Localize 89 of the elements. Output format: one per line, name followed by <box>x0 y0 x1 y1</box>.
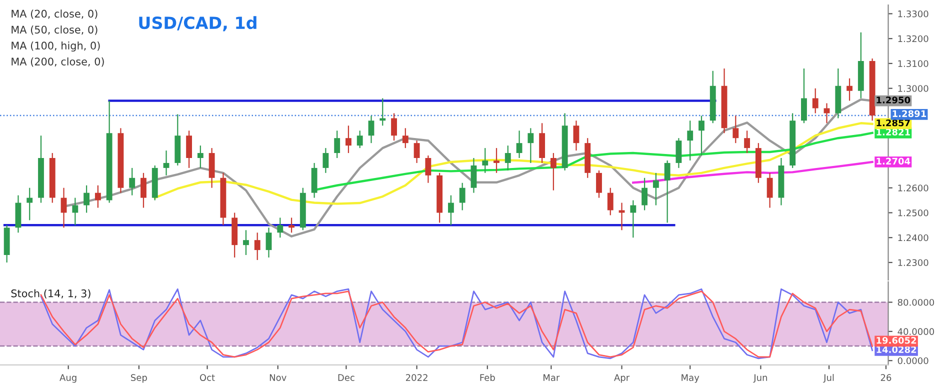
annotation: MA (20, close, 0) <box>12 10 98 19</box>
candlestick <box>732 115 739 144</box>
x-tick-label: May <box>682 374 700 383</box>
data-label: 14.0282 <box>876 346 916 353</box>
candlestick <box>277 217 284 238</box>
x-tick-label: Nov <box>270 374 286 381</box>
candlestick <box>812 88 818 114</box>
candlestick <box>676 138 682 169</box>
data-label: 1.2704 <box>876 158 910 165</box>
candlestick <box>60 187 67 228</box>
candlestick <box>391 112 397 142</box>
candlestick <box>596 170 602 198</box>
candlestick <box>84 184 90 214</box>
y-tick-label: 1.2500 <box>898 209 928 216</box>
candlestick <box>322 147 329 174</box>
candlestick <box>94 184 101 208</box>
data-label: 1.2950 <box>876 96 910 104</box>
x-tick-label: 26 <box>880 374 892 381</box>
candlestick <box>618 202 625 231</box>
y-tick-label: 1.3000 <box>898 85 928 92</box>
annotation: MA (100, high, 0) <box>12 41 100 52</box>
annotation: MA (200, close, 0) <box>12 57 104 67</box>
candlestick <box>402 128 408 149</box>
candlestick <box>482 147 488 174</box>
candlestick <box>824 102 830 124</box>
candlestick <box>607 187 614 216</box>
candlestick <box>459 182 466 211</box>
y-tick-label: 1.2600 <box>898 184 928 192</box>
x-tick-label: Aug <box>60 374 76 383</box>
x-tick-label: Apr <box>614 374 630 383</box>
candlestick <box>698 115 704 156</box>
x-tick-label: Jun <box>753 374 767 383</box>
ref-line-label: 1.2891 <box>892 110 926 118</box>
candlestick <box>550 152 556 191</box>
candlestick <box>356 130 363 149</box>
candlestick <box>573 120 580 152</box>
candlestick <box>414 140 420 164</box>
candlestick <box>26 187 33 221</box>
annotation: MA (50, close, 0) <box>12 26 98 35</box>
candlestick <box>368 115 374 144</box>
x-tick-label: Feb <box>480 374 495 381</box>
y-tick-label: 80.0000 <box>898 298 934 306</box>
y-tick-label: 0.0000 <box>898 357 928 364</box>
y-tick-label: 1.3300 <box>898 10 928 18</box>
candlestick <box>266 227 272 258</box>
x-tick-label: Dec <box>338 374 354 381</box>
candlestick <box>334 130 340 159</box>
candlestick <box>687 120 694 162</box>
candlestick <box>766 172 773 208</box>
candlestick <box>528 128 534 164</box>
y-tick-label: 1.2400 <box>898 234 928 242</box>
candlestick <box>129 167 136 196</box>
x-tick-label: Mar <box>544 374 560 381</box>
x-tick-label: Sep <box>131 374 147 383</box>
candlestick <box>72 197 78 226</box>
candlestick <box>630 200 636 238</box>
candlestick <box>846 78 852 102</box>
data-label: 1.2857 <box>876 119 910 126</box>
text: USD/CAD, 1d <box>139 16 256 32</box>
y-tick-label: 40.0000 <box>898 328 934 335</box>
y-tick-label: 1.2300 <box>898 259 928 266</box>
candlestick <box>163 150 170 176</box>
candlestick <box>197 145 204 169</box>
candlestick <box>346 125 352 154</box>
x-tick-label: 2022 <box>406 374 428 381</box>
candlestick <box>448 194 454 226</box>
candlestick <box>186 130 192 169</box>
data-label: 19.6052 <box>876 336 916 344</box>
y-tick-label: 1.3200 <box>898 35 928 42</box>
candlestick <box>380 98 386 126</box>
candlestick <box>652 172 659 206</box>
candlestick <box>516 130 522 159</box>
candlestick <box>664 160 670 224</box>
x-tick-label: Jul <box>823 374 834 383</box>
data-label: 1.2821 <box>876 128 910 136</box>
text: Stoch (14, 1, 3) <box>11 289 90 299</box>
candlestick <box>288 217 294 234</box>
candlestick <box>243 230 249 256</box>
candlestick <box>494 147 500 174</box>
candlestick <box>744 130 750 154</box>
candlestick <box>140 172 146 208</box>
y-tick-label: 1.3100 <box>898 60 928 68</box>
candlestick <box>642 177 648 211</box>
candlestick <box>425 154 432 184</box>
x-tick-label: Oct <box>200 374 215 381</box>
candlestick <box>801 68 807 124</box>
candlestick <box>254 232 260 261</box>
candlestick <box>504 145 511 171</box>
candlestick <box>470 157 477 194</box>
